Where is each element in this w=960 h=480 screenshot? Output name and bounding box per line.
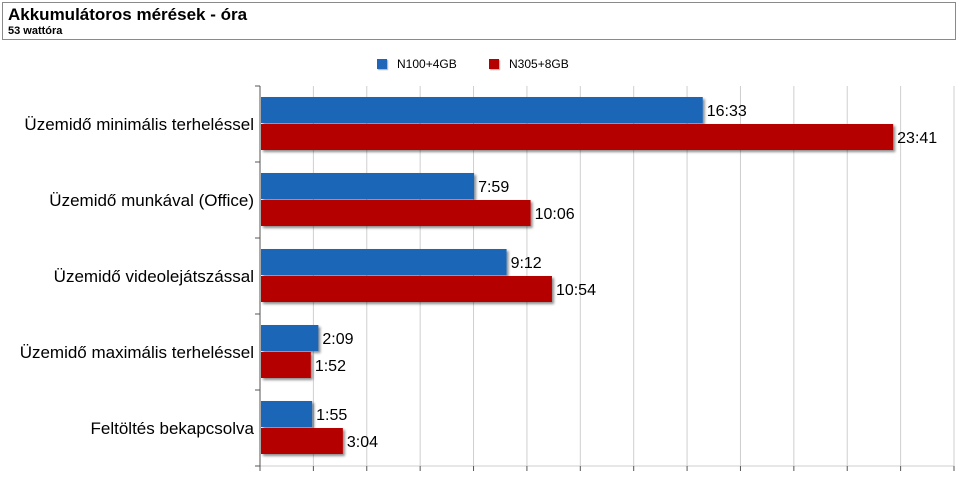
bar-series-2	[261, 276, 552, 302]
bar-series-1	[261, 97, 703, 123]
legend-label-series-1: N100+4GB	[397, 57, 457, 71]
legend-swatch-series-2	[489, 59, 499, 69]
bar-series-2	[261, 428, 343, 454]
data-label-series-2: 1:52	[315, 358, 346, 375]
category-label: Üzemidő maximális terheléssel	[20, 343, 254, 362]
category-label: Üzemidő munkával (Office)	[49, 191, 254, 210]
bar-series-1	[261, 173, 475, 199]
bar-series-1	[261, 249, 507, 275]
data-label-series-1: 16:33	[707, 103, 747, 120]
chart-subtitle: 53 wattóra	[8, 25, 63, 37]
bar-series-2	[261, 124, 894, 150]
chart-legend: N100+4GB N305+8GB	[0, 56, 960, 74]
bar-series-1	[261, 325, 319, 351]
chart-title: Akkumulátoros mérések - óra	[8, 5, 248, 24]
data-label-series-2: 3:04	[347, 434, 378, 451]
category-label: Üzemidő videolejátszással	[54, 267, 254, 286]
category-label: Üzemidő minimális terheléssel	[24, 115, 254, 134]
data-label-series-1: 1:55	[316, 407, 347, 424]
bar-series-1	[261, 401, 313, 427]
data-label-series-2: 10:54	[556, 282, 596, 299]
data-label-series-1: 2:09	[322, 331, 353, 348]
category-label: Feltöltés bekapcsolva	[91, 419, 255, 438]
data-label-series-2: 10:06	[535, 206, 575, 223]
chart-title-box: Akkumulátoros mérések - óra 53 wattóra	[2, 2, 956, 40]
bar-series-2	[261, 352, 311, 378]
data-label-series-1: 9:12	[511, 255, 542, 272]
legend-label-series-2: N305+8GB	[509, 57, 569, 71]
data-label-series-2: 23:41	[897, 130, 937, 147]
legend-swatch-series-1	[377, 59, 387, 69]
data-label-series-1: 7:59	[478, 179, 509, 196]
bar-series-2	[261, 200, 531, 226]
